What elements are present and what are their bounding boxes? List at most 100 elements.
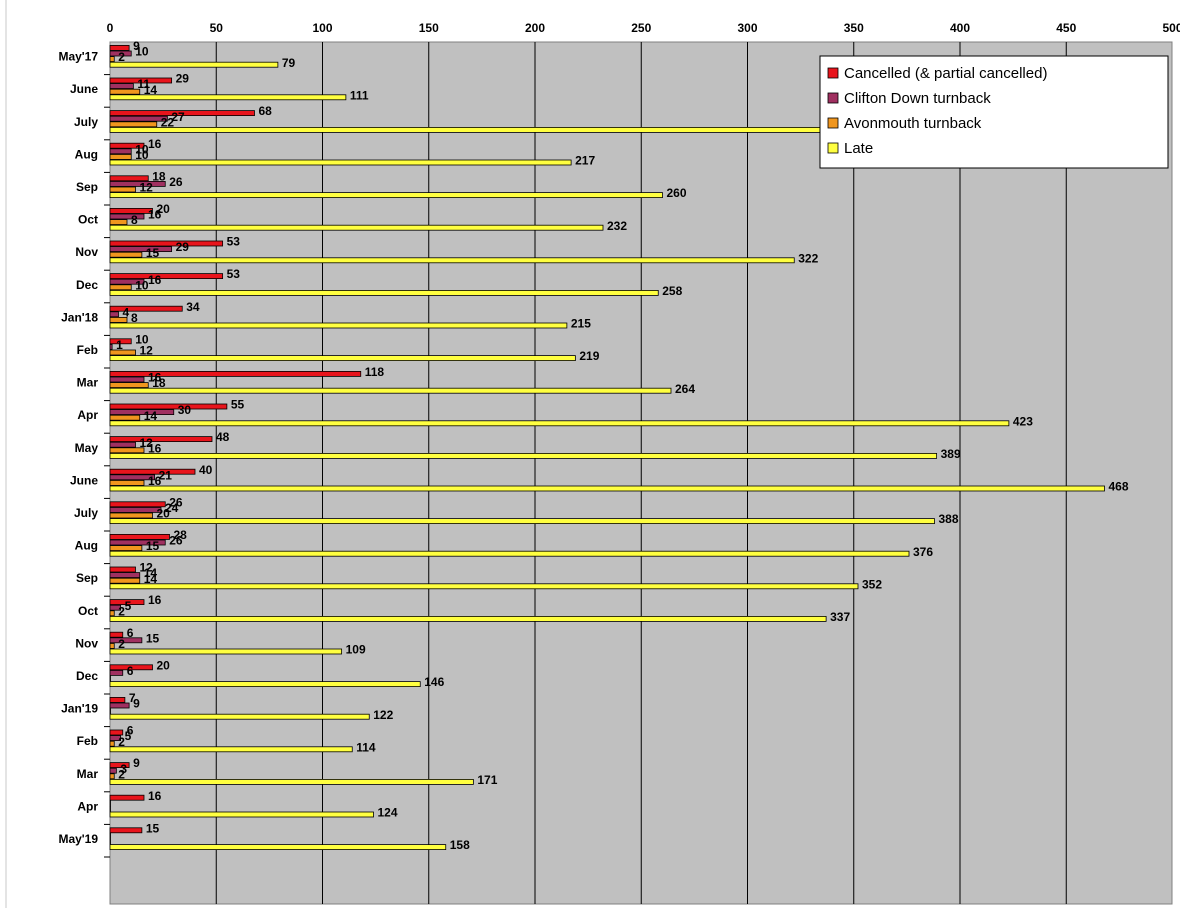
legend-swatch-clifton-down: [827, 92, 839, 104]
bar-late: [109, 224, 604, 231]
data-label-late: 258: [662, 284, 682, 298]
bar-clifton-down: [109, 572, 141, 578]
data-label-avonmouth: 2: [118, 604, 125, 618]
data-label-late: 337: [830, 610, 850, 624]
data-label-cancelled: 18: [152, 169, 166, 183]
bar-clifton-down: [109, 343, 113, 350]
x-tick-label: 0: [107, 21, 114, 35]
bar-cancelled: [109, 370, 362, 377]
bar-cancelled: [109, 501, 166, 508]
category-label: Jan'18: [61, 310, 98, 324]
data-label-late: 468: [1109, 480, 1129, 494]
bar-clifton-down: [109, 409, 175, 416]
category-label: Mar: [77, 767, 99, 781]
bar-cancelled: [109, 664, 153, 671]
bar-avonmouth: [109, 88, 141, 95]
data-label-cancelled: 48: [216, 430, 230, 444]
data-label-late: 158: [450, 838, 470, 852]
data-label-cancelled: 6: [127, 724, 134, 738]
bar-late: [109, 648, 343, 655]
bar-late: [109, 61, 279, 68]
category-label: Nov: [75, 245, 98, 259]
x-tick-label: 300: [737, 21, 757, 35]
legend-swatch-avonmouth: [827, 117, 839, 129]
legend-label-cancelled: Cancelled (& partial cancelled): [844, 65, 1047, 82]
bar-avonmouth: [109, 251, 143, 258]
data-label-cancelled: 15: [146, 821, 160, 835]
data-label-late: 217: [575, 154, 595, 168]
bar-avonmouth: [109, 806, 111, 812]
bar-late: [109, 713, 370, 720]
legend-label-late: Late: [844, 140, 873, 157]
data-label-clifton-down: 10: [135, 45, 149, 59]
data-label-clifton-down: 21: [159, 468, 173, 482]
data-label-cancelled: 53: [227, 267, 241, 281]
legend-label-clifton-down: Clifton Down turnback: [844, 90, 991, 107]
data-label-cancelled: 9: [133, 39, 140, 53]
category-label: Feb: [77, 343, 98, 357]
data-label-avonmouth: 20: [157, 507, 171, 521]
data-label-late: 352: [862, 577, 882, 591]
bar-avonmouth: [109, 56, 115, 62]
data-label-cancelled: 9: [133, 756, 140, 770]
data-label-clifton-down: 30: [178, 403, 192, 417]
data-label-avonmouth: 2: [118, 735, 125, 749]
data-label-clifton-down: 10: [135, 142, 149, 156]
category-label: July: [74, 506, 98, 520]
x-tick-label: 350: [844, 21, 864, 35]
bar-late: [109, 681, 421, 687]
category-label: Sep: [76, 180, 98, 194]
data-label-cancelled: 20: [157, 658, 171, 672]
legend-label-avonmouth: Avonmouth turnback: [844, 115, 982, 132]
data-label-late: 423: [1013, 414, 1033, 428]
data-label-clifton-down: 27: [171, 110, 185, 124]
bar-cancelled: [109, 77, 173, 84]
data-label-clifton-down: 5: [125, 729, 132, 743]
data-label-avonmouth: 18: [152, 376, 166, 390]
data-label-clifton-down: 14: [144, 566, 158, 580]
bar-avonmouth: [109, 773, 115, 780]
bar-clifton-down: [109, 800, 111, 807]
x-tick-label: 200: [525, 21, 545, 35]
bar-avonmouth: [109, 708, 111, 714]
data-label-cancelled: 53: [227, 235, 241, 249]
bar-avonmouth: [109, 610, 115, 617]
bar-cancelled: [109, 794, 145, 801]
category-label: July: [74, 115, 98, 129]
bar-clifton-down: [109, 506, 162, 513]
data-label-cancelled: 68: [259, 104, 273, 118]
category-label: Aug: [75, 539, 98, 553]
bar-cancelled: [109, 534, 170, 540]
bar-cancelled: [109, 305, 183, 312]
bar-clifton-down: [109, 735, 122, 741]
data-label-cancelled: 28: [174, 528, 188, 542]
bar-late: [109, 387, 672, 394]
data-label-avonmouth: 10: [135, 278, 149, 292]
bar-clifton-down: [109, 50, 132, 57]
category-label: Apr: [77, 408, 98, 422]
bar-clifton-down: [109, 278, 145, 285]
category-label: Feb: [77, 734, 98, 748]
bar-cancelled: [109, 729, 124, 736]
data-label-cancelled: 40: [199, 463, 213, 477]
data-label-late: 146: [424, 675, 444, 689]
bar-avonmouth: [109, 153, 132, 160]
bar-cancelled: [109, 45, 130, 51]
bar-clifton-down: [109, 637, 143, 644]
bar-cancelled: [109, 436, 213, 443]
data-label-late: 124: [378, 806, 398, 820]
data-label-avonmouth: 16: [148, 474, 162, 488]
data-label-late: 389: [941, 447, 961, 461]
bar-cancelled: [109, 207, 153, 214]
data-label-clifton-down: 4: [123, 305, 130, 319]
data-label-avonmouth: 15: [146, 246, 160, 260]
bar-clifton-down: [109, 604, 122, 611]
bar-clifton-down: [109, 311, 119, 318]
x-tick-label: 100: [312, 21, 332, 35]
bar-cancelled: [109, 566, 136, 573]
bar-late: [109, 355, 576, 362]
bar-avonmouth: [109, 545, 143, 551]
data-label-avonmouth: 8: [131, 311, 138, 325]
data-label-clifton-down: 6: [127, 664, 134, 678]
bar-avonmouth: [109, 316, 128, 323]
